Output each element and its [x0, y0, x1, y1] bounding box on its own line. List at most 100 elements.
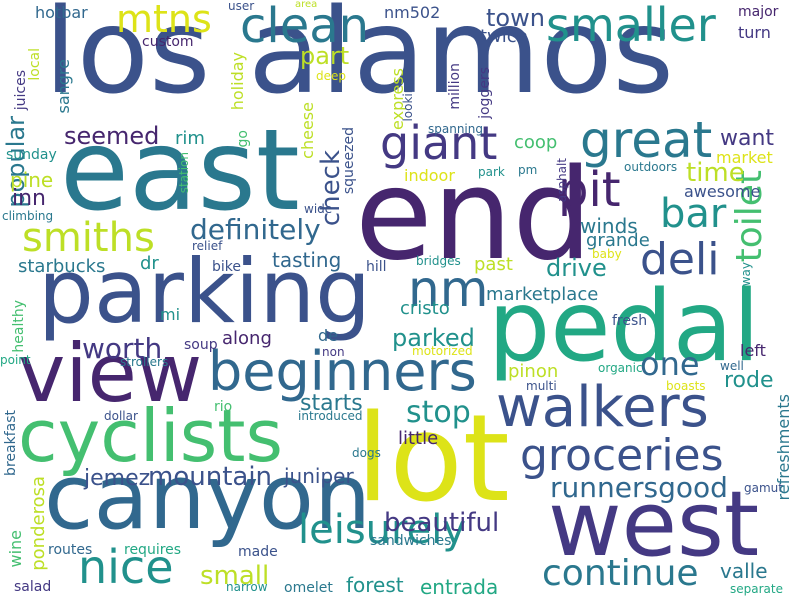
word-tasting: tasting — [272, 248, 342, 272]
word-point: point — [0, 353, 31, 367]
word-local: local — [27, 48, 43, 81]
word-beautiful: beautiful — [384, 508, 500, 538]
word-parked: parked — [392, 324, 475, 352]
word-fresh: fresh — [612, 313, 648, 329]
word-dr: dr — [140, 253, 159, 274]
word-narrow: narrow — [226, 580, 268, 594]
word-inn: inn — [12, 186, 46, 211]
word-great: great — [580, 111, 713, 169]
word-dollar: dollar — [104, 409, 138, 423]
word-squeezed: squeezed — [341, 127, 357, 195]
word-turn: turn — [738, 23, 771, 42]
word-separate: separate — [730, 582, 783, 596]
word-refreshments: refreshments — [774, 394, 793, 501]
word-well: well — [720, 359, 744, 373]
word-boasts: boasts — [666, 379, 706, 393]
word-one: one — [640, 345, 700, 383]
word-climbing: climbing — [2, 209, 54, 223]
word-along: along — [222, 328, 272, 349]
word-rio: rio — [214, 399, 233, 415]
word-hotbar: hotbar — [35, 3, 88, 22]
word-awesome: awesome — [684, 182, 761, 201]
word-bar: bar — [660, 191, 727, 237]
word-cheese: cheese — [298, 102, 317, 159]
word-area: area — [295, 0, 318, 10]
word-station: station — [177, 152, 191, 194]
word-omelet: omelet — [284, 580, 333, 596]
word-spanning: spanning — [428, 122, 483, 136]
word-juices: juices — [13, 70, 29, 111]
word-outdoors: outdoors — [624, 160, 678, 174]
word-clean: clean — [240, 0, 370, 54]
word-los-alamos: los alamos — [44, 0, 674, 120]
word-worth: worth — [82, 332, 163, 365]
word-canyon: canyon — [44, 445, 372, 550]
word-end: end — [355, 141, 593, 288]
word-de: de — [318, 326, 338, 345]
word-motorized: motorized — [412, 344, 473, 358]
word-parking: parking — [38, 240, 372, 343]
word-nm502: nm502 — [384, 3, 441, 22]
word-starts: starts — [300, 391, 363, 416]
word-sandwiches: sandwiches — [370, 533, 452, 549]
word-continue: continue — [542, 553, 699, 594]
word-twice: twice — [480, 26, 528, 47]
word-west: west — [548, 472, 760, 577]
word-market: market — [716, 148, 773, 167]
word-major: major — [738, 4, 779, 20]
word-baby: baby — [592, 247, 622, 261]
word-lot: lot — [356, 390, 510, 529]
word-introduced: introduced — [298, 409, 363, 423]
word-pedal: pedal — [488, 270, 760, 384]
word-smiths: smiths — [22, 215, 155, 261]
word-wine: wine — [6, 530, 25, 568]
word-rode: rode — [724, 368, 774, 393]
word-little: little — [398, 428, 439, 449]
word-town: town — [486, 4, 545, 32]
word-joggers: joggers — [477, 67, 493, 119]
word-leisurely: leisurely — [298, 507, 466, 553]
word-stop: stop — [406, 395, 471, 430]
word-user: user — [228, 0, 255, 13]
word-rim: rim — [175, 128, 205, 149]
word-relief: relief — [192, 239, 223, 253]
word-mtns: mtns — [116, 0, 212, 41]
word-runnersgood: runnersgood — [550, 471, 728, 504]
word-sangre: sangre — [54, 59, 73, 114]
word-nm: nm — [408, 260, 489, 318]
word-grande: grande — [586, 230, 650, 251]
word-pm: pm — [518, 163, 538, 177]
word-juniper: juniper — [284, 464, 354, 488]
word-beginners: beginners — [208, 340, 477, 403]
word-seemed: seemed — [64, 122, 160, 150]
word-sunday: sunday — [6, 147, 57, 163]
word-pine: pine — [10, 168, 54, 192]
word-healthy: healthy — [11, 300, 27, 353]
word-cristo: cristo — [400, 298, 450, 319]
word-mountain: mountain — [148, 462, 273, 492]
word-left: left — [740, 341, 766, 360]
word-part: part — [300, 42, 350, 70]
word-starbucks: starbucks — [18, 256, 106, 277]
word-marketplace: marketplace — [486, 284, 599, 305]
word-groceries: groceries — [520, 430, 724, 481]
word-smaller: smaller — [546, 0, 716, 52]
word-ponderosa: ponderosa — [28, 476, 49, 571]
word-coop: coop — [514, 132, 558, 153]
word-giant: giant — [380, 116, 498, 170]
word-small: small — [200, 561, 270, 591]
word-non: non — [322, 345, 345, 359]
word-winds: winds — [580, 214, 638, 238]
word-routes: routes — [48, 542, 93, 558]
word-valle: valle — [720, 559, 768, 583]
word-asphalt: asphalt — [555, 158, 569, 203]
word-past: past — [474, 254, 513, 275]
word-requires: requires — [124, 542, 182, 558]
word-pit: pit — [558, 162, 621, 218]
word-want: want — [720, 126, 775, 151]
word-custom: custom — [142, 34, 194, 50]
word-wide: wide — [304, 202, 333, 216]
word-indoor: indoor — [404, 166, 455, 185]
word-dogs: dogs — [352, 446, 381, 460]
